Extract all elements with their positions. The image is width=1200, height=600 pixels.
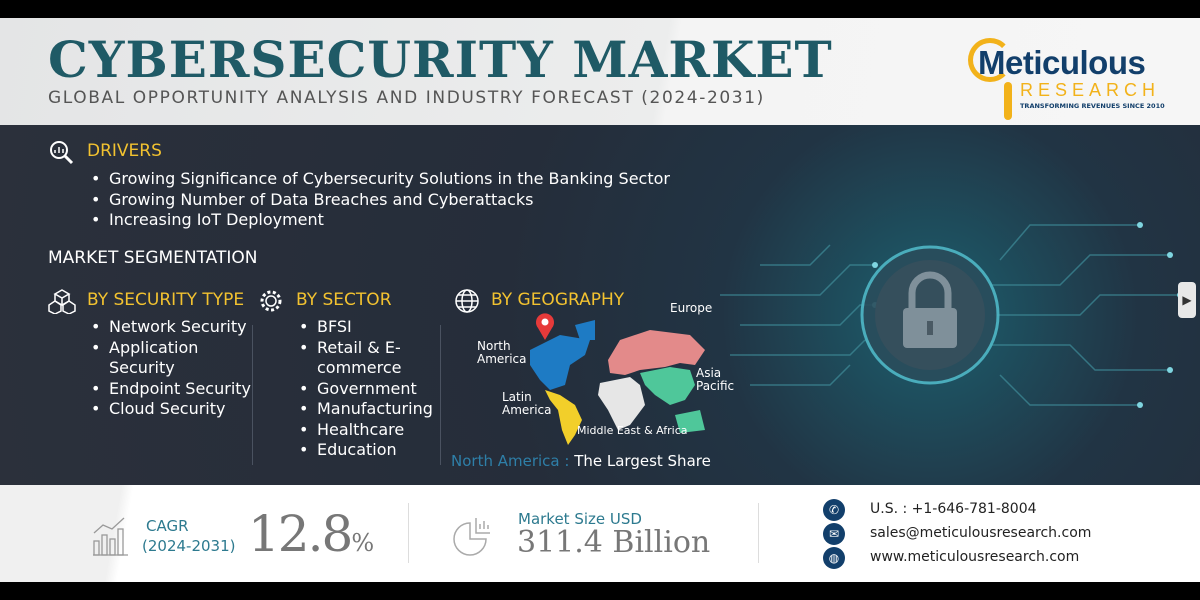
email-icon: ✉ bbox=[823, 523, 845, 545]
globe-icon bbox=[455, 289, 479, 313]
security-type-item: Cloud Security bbox=[87, 399, 252, 420]
content-panel: DRIVERS Growing Significance of Cybersec… bbox=[0, 125, 1200, 485]
cagr-label: CAGR bbox=[146, 517, 189, 535]
security-type-item: Network Security bbox=[87, 317, 252, 338]
divider bbox=[252, 325, 253, 465]
cagr-number: 12.8 bbox=[248, 505, 353, 563]
next-slide-button[interactable]: ▶ bbox=[1178, 282, 1196, 318]
drivers-title: DRIVERS bbox=[87, 141, 162, 161]
security-type-item: Application Security bbox=[87, 338, 252, 379]
highlight-region: North America bbox=[451, 452, 560, 470]
sector-item: Government bbox=[295, 379, 440, 400]
sector-list: BFSI Retail & E-commerce Government Manu… bbox=[295, 317, 440, 461]
label-europe: Europe bbox=[670, 301, 713, 315]
footer-stats: CAGR (2024-2031) 12.8% Market Size USD 3… bbox=[0, 485, 1200, 582]
magnifier-handle bbox=[1004, 82, 1012, 120]
map-europe-asia bbox=[608, 330, 705, 375]
label-north-america: North America bbox=[477, 339, 527, 366]
gear-icon bbox=[260, 290, 282, 312]
driver-item: Growing Significance of Cybersecurity So… bbox=[87, 169, 670, 190]
divider bbox=[408, 503, 409, 563]
meticulous-research-logo: Meticulous RESEARCH TRANSFORMING REVENUE… bbox=[968, 34, 1168, 124]
logo-name: Meticulous bbox=[978, 44, 1146, 81]
page-title: CYBERSECURITY MARKET bbox=[48, 30, 833, 89]
cagr-value: 12.8% bbox=[248, 505, 374, 563]
phone-icon: ✆ bbox=[823, 499, 845, 521]
contact-email[interactable]: sales@meticulousresearch.com bbox=[870, 525, 1092, 541]
logo-sub: RESEARCH bbox=[1020, 80, 1161, 100]
web-globe-icon: ◍ bbox=[823, 547, 845, 569]
cagr-unit: % bbox=[351, 529, 374, 557]
world-map bbox=[530, 313, 705, 445]
market-size-label: Market Size USD bbox=[518, 510, 642, 528]
label-latin-america: Latin America bbox=[502, 390, 552, 417]
padlock-icon bbox=[903, 271, 957, 348]
magnifier-logo-icon bbox=[968, 38, 1012, 82]
highlight-text: The Largest Share bbox=[574, 452, 711, 470]
highlight-separator: : bbox=[559, 452, 575, 470]
label-asia-pacific: Asia Pacific bbox=[696, 366, 735, 393]
contact-phone[interactable]: U.S. : +1-646-781-8004 bbox=[870, 501, 1037, 517]
sector-item: Education bbox=[295, 440, 440, 461]
segmentation-title: MARKET SEGMENTATION bbox=[48, 248, 258, 268]
sector-item: Healthcare bbox=[295, 420, 440, 441]
sector-item: BFSI bbox=[295, 317, 440, 338]
label-mea: Middle East & Africa bbox=[577, 424, 688, 437]
sector-title: BY SECTOR bbox=[296, 290, 392, 310]
security-type-title: BY SECURITY TYPE bbox=[87, 290, 245, 310]
page-subtitle: GLOBAL OPPORTUNITY ANALYSIS AND INDUSTRY… bbox=[48, 88, 765, 108]
sector-item: Manufacturing bbox=[295, 399, 440, 420]
magnifier-chart-icon bbox=[50, 141, 74, 165]
header-banner: CYBERSECURITY MARKET GLOBAL OPPORTUNITY … bbox=[0, 18, 1200, 125]
largest-share-note: North America : The Largest Share bbox=[451, 452, 711, 470]
map-mea bbox=[598, 377, 645, 430]
pie-chart-icon bbox=[453, 518, 490, 556]
contact-website[interactable]: www.meticulousresearch.com bbox=[870, 549, 1080, 565]
geography-title: BY GEOGRAPHY bbox=[491, 290, 625, 310]
map-asia-pacific bbox=[640, 367, 705, 433]
drivers-list: Growing Significance of Cybersecurity So… bbox=[87, 169, 670, 231]
sector-item: Retail & E-commerce bbox=[295, 338, 440, 379]
security-type-list: Network Security Application Security En… bbox=[87, 317, 252, 420]
cagr-period: (2024-2031) bbox=[142, 537, 236, 555]
map-pin-icon bbox=[536, 313, 554, 340]
map-latin-america bbox=[545, 390, 582, 445]
logo-tagline: TRANSFORMING REVENUES SINCE 2010 bbox=[1020, 102, 1165, 110]
cubes-icon bbox=[48, 289, 76, 314]
market-size-value: 311.4 Billion bbox=[517, 525, 711, 560]
driver-item: Increasing IoT Deployment bbox=[87, 210, 670, 231]
divider bbox=[440, 325, 441, 465]
map-north-america bbox=[530, 320, 595, 390]
growth-chart-icon bbox=[93, 517, 128, 556]
divider bbox=[758, 503, 759, 563]
security-type-item: Endpoint Security bbox=[87, 379, 252, 400]
lock-circuit-graphic bbox=[720, 222, 1183, 408]
driver-item: Growing Number of Data Breaches and Cybe… bbox=[87, 190, 670, 211]
